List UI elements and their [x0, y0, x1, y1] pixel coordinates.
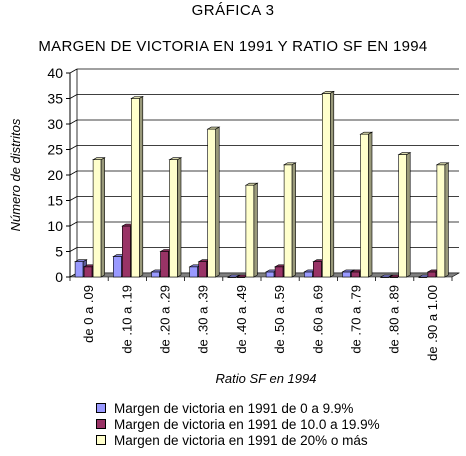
bar [312, 261, 322, 278]
y-tick-label: 10 [47, 218, 63, 234]
gridline-side [69, 68, 78, 74]
bar [283, 164, 293, 278]
bar-side [388, 274, 393, 278]
gridline-side [69, 247, 78, 252]
bar [265, 271, 275, 278]
bar-side [139, 95, 144, 278]
bar [398, 154, 408, 278]
bar [160, 251, 169, 278]
x-tick-label: de .20 a .29 [158, 285, 173, 354]
y-tick-label: 40 [47, 65, 63, 81]
x-tick-label: de 0 a .09 [81, 285, 96, 343]
x-tick-label: de .60 a .69 [310, 285, 325, 354]
bar [321, 93, 331, 278]
bar [274, 266, 284, 278]
bar [436, 164, 446, 278]
bar-side [100, 157, 105, 278]
bar-side [368, 131, 373, 278]
x-axis-title: Ratio SF en 1994 [216, 371, 317, 386]
bar [245, 184, 255, 278]
bar-side [444, 162, 449, 278]
bar-side [406, 152, 411, 278]
y-tick-label: 15 [47, 193, 63, 209]
y-tick-label: 35 [47, 91, 63, 107]
bar [207, 128, 216, 278]
y-tick-label: 0 [55, 269, 63, 285]
bar [342, 271, 351, 278]
chart-title: MARGEN DE VICTORIA EN 1991 Y RATIO SF EN… [38, 38, 428, 55]
bar [360, 133, 369, 278]
y-tick-label: 30 [47, 116, 63, 132]
figure-label: GRÁFICA 3 [191, 2, 275, 19]
gridline-side [69, 221, 78, 227]
bar [198, 261, 207, 278]
bar [351, 271, 360, 278]
x-tick-label: de .90 a 1.00 [425, 285, 440, 361]
bar [189, 266, 198, 278]
bar [151, 271, 160, 278]
bar [131, 98, 140, 278]
x-tick-label: de .40 a .49 [234, 285, 249, 354]
x-tick-label: de .70 a .79 [349, 285, 364, 354]
legend-swatch [96, 435, 106, 445]
bar-chart: 0 5 10 15 20 25 30 35 40 de 0 a .09 de .10 a .19 de… [8, 65, 461, 386]
gridline-side [69, 170, 78, 176]
bar-side [235, 274, 240, 278]
legend: Margen de victoria en 1991 de 0 a 9.9% Ma… [96, 400, 380, 448]
legend-item: Margen de victoria en 1991 de 20% o más [96, 432, 380, 448]
x-tick-label: de .30 a .39 [196, 285, 211, 354]
bar-side [329, 90, 335, 278]
x-tick-label: de .10 a .19 [119, 285, 134, 354]
bar [169, 159, 178, 278]
bar [122, 225, 131, 278]
legend-swatch [96, 403, 106, 413]
bar [113, 256, 122, 278]
bar-side [215, 126, 220, 278]
legend-swatch [96, 419, 106, 429]
legend-label: Margen de victoria en 1991 de 20% o más [114, 432, 368, 448]
gridline-side [69, 94, 78, 99]
y-tick-label: 25 [47, 142, 63, 158]
bar-side [253, 182, 258, 278]
y-axis-title: Número de distritos [8, 118, 23, 231]
legend-label: Margen de victoria en 1991 de 10.0 a 19.… [114, 416, 380, 432]
bar-side [177, 157, 182, 278]
bar [427, 271, 437, 278]
gridline-side [69, 119, 78, 125]
bar [83, 266, 93, 278]
bar [303, 271, 313, 278]
x-tick-label: de .80 a .89 [387, 285, 402, 354]
gridline-side [69, 145, 78, 150]
x-tick-label: de .50 a .59 [272, 285, 287, 354]
bar-side [291, 162, 296, 278]
y-tick-label: 5 [55, 244, 63, 260]
legend-item: Margen de victoria en 1991 de 10.0 a 19.… [96, 416, 380, 432]
y-tick-label: 20 [47, 167, 63, 183]
gridline-side [69, 196, 78, 201]
legend-label: Margen de victoria en 1991 de 0 a 9.9% [114, 400, 354, 416]
legend-item: Margen de victoria en 1991 de 0 a 9.9% [96, 400, 380, 416]
bar [92, 159, 102, 278]
bar [74, 261, 84, 278]
